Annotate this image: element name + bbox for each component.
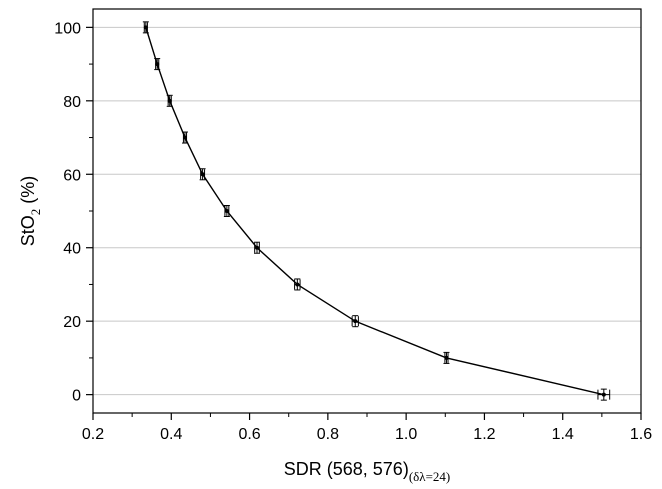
data-marker	[143, 25, 148, 30]
x-axis-label-subscript: (δλ=24)	[409, 469, 450, 484]
data-point	[294, 278, 301, 291]
y-axis-label: StO2 (%)	[18, 176, 43, 247]
data-point	[181, 131, 188, 144]
data-point	[223, 204, 230, 218]
y-tick-label: 20	[63, 314, 81, 331]
plot-frame	[92, 8, 642, 414]
data-point	[351, 315, 359, 328]
data-marker	[444, 355, 449, 360]
x-tick-label: 1.4	[552, 426, 574, 443]
x-tick-label: 0.8	[317, 426, 339, 443]
data-marker	[601, 392, 606, 397]
data-marker	[167, 98, 172, 103]
data-marker	[182, 135, 187, 140]
y-tick-label: 40	[63, 241, 81, 258]
x-tick-label: 0.4	[160, 426, 182, 443]
grid-lines	[93, 26, 641, 396]
y-axis-label-pre: StO	[18, 215, 38, 246]
data-marker	[155, 62, 160, 67]
axis-ticks	[86, 26, 642, 420]
data-marker	[224, 209, 229, 213]
x-axis-label: SDR (568, 576)(δλ=24)	[284, 459, 450, 484]
x-tick-label: 0.2	[82, 426, 104, 443]
data-point	[154, 58, 161, 71]
data-point	[166, 94, 173, 107]
y-axis-label-subscript: 2	[28, 209, 43, 216]
data-marker	[200, 172, 205, 177]
x-axis-label-main: SDR (568, 576)	[284, 459, 409, 479]
data-point	[142, 21, 149, 34]
y-tick-label: 60	[63, 167, 81, 184]
data-marker	[353, 319, 358, 324]
x-tick-label: 0.6	[238, 426, 260, 443]
x-tick-label: 1.6	[630, 426, 652, 443]
tick-labels: 0.2 0.4 0.6 0.8 1.0 1.2 1.4 1.6 0 20 40 60 80 100	[54, 20, 652, 443]
y-tick-label: 0	[72, 388, 81, 405]
series-group	[142, 21, 611, 401]
x-tick-label: 1.0	[395, 426, 417, 443]
data-marker	[255, 245, 260, 250]
data-marker	[295, 282, 300, 287]
y-tick-label: 100	[54, 20, 81, 37]
y-axis-label-post: (%)	[18, 176, 38, 209]
series-line	[145, 27, 604, 396]
x-tick-label: 1.2	[473, 426, 495, 443]
y-tick-label: 80	[63, 94, 81, 111]
data-point	[254, 241, 261, 254]
data-point	[597, 388, 611, 401]
data-point	[199, 168, 206, 181]
data-point	[443, 351, 450, 364]
